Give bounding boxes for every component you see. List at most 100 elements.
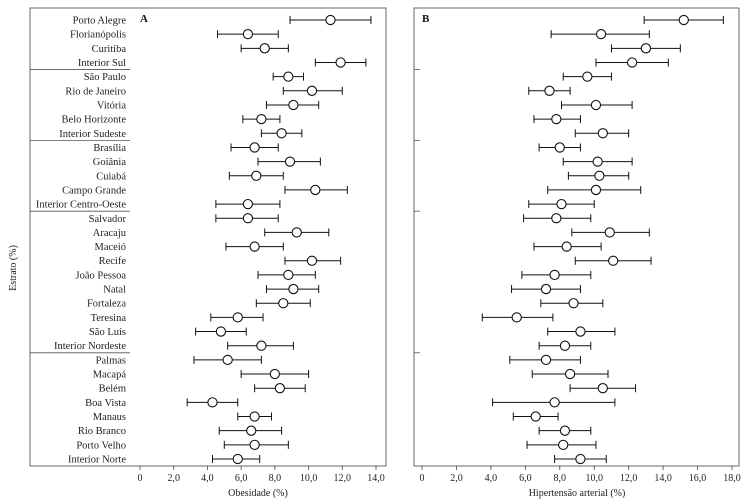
point-estimate [595,29,607,40]
point-estimate [259,43,270,54]
point-estimate [626,57,638,68]
point-estimate [269,368,281,380]
panel-b: B Hipertensão arterial (%) 0 2,0 4,0 6,0 8,0… [413,7,741,499]
point-estimate [540,283,552,295]
point-estimate [511,312,522,323]
point-estimate [251,170,262,181]
stratum-label: Brasília [93,143,126,154]
x-tick-label: 12,0 [334,473,352,484]
x-tick-label: 4,0 [485,473,498,484]
point-estimate [592,156,603,167]
x-tick-label: 16,0 [689,473,707,484]
point-estimate [325,14,336,26]
point-estimate [559,340,571,351]
point-estimate [288,283,299,295]
point-estimate [242,198,254,210]
x-tick-label: 14,0 [367,473,385,484]
point-estimate [288,99,299,111]
panel-b-xlabel: Hipertensão arterial (%) [529,488,626,499]
x-tick-label: 2,0 [167,473,180,484]
point-estimate [597,128,608,139]
stratum-label: Belo Horizonte [62,115,127,126]
point-estimate [678,14,689,26]
point-estimate [590,184,602,196]
stratum-label: Rio Branco [78,426,126,437]
x-tick-label: 12,0 [620,473,638,484]
stratum-label: Aracaju [93,228,127,239]
point-estimate [582,71,593,82]
stratum-label: Interior Centro-Oeste [36,200,126,211]
x-tick-label: 18,0 [723,473,741,484]
x-tick-label: 10,0 [300,473,318,484]
point-estimate [291,227,302,238]
point-estimate [530,411,541,422]
stratum-label: Interior Sul [78,58,126,69]
point-estimate [246,425,257,436]
point-estimate [335,57,346,68]
stratum-label: Boa Vista [85,398,126,409]
stratum-label: Teresina [91,313,127,324]
point-estimate [249,439,260,450]
x-tick-label: 8,0 [554,473,567,484]
stratum-label: Maceió [95,242,127,253]
point-estimate [590,99,602,111]
point-estimate [551,113,562,125]
stratum-label: Vitória [97,100,126,111]
panel-a-frame [29,7,387,467]
panel-a-xlabel: Obesidade (%) [228,488,288,499]
point-estimate [256,113,267,125]
point-estimate [222,354,233,366]
point-estimate [283,71,294,82]
point-estimate [594,170,605,181]
point-estimate [558,439,569,450]
point-estimate [278,298,289,309]
point-estimate [559,425,571,436]
stratum-label: Rio de Janeiro [65,86,126,97]
point-estimate [306,255,318,266]
stratum-label: Natal [103,285,126,296]
stratum-label: Salvador [89,214,127,225]
stratum-label: Florianópolis [70,30,126,41]
point-estimate [232,453,243,465]
stratum-label: São Luís [89,327,126,338]
y-axis-title: Estrato (%) [8,245,19,291]
x-tick-label: 10,0 [585,473,603,484]
point-estimate [274,383,286,394]
stratum-label: Interior Sudeste [59,129,126,140]
point-estimate [207,397,218,408]
point-estimate [604,227,615,238]
point-estimate [554,142,565,153]
x-tick-label: 6,0 [519,473,532,484]
point-estimate [306,85,318,96]
point-estimate [283,269,294,281]
stratum-label: Cuiabá [96,171,126,182]
point-estimate [556,198,567,210]
stratum-label: Goiânia [93,157,127,168]
point-estimate [561,241,572,252]
point-estimate [640,43,652,54]
point-estimate [276,128,287,139]
stratum-label: Porto Velho [76,440,126,451]
stratum-label: Manaus [93,412,126,423]
x-tick-label: 0 [138,473,143,484]
point-estimate [544,85,555,96]
point-estimate [551,213,562,224]
panel-a-letter: A [140,13,148,25]
x-tick-label: 6,0 [235,473,248,484]
stratum-label: Porto Alegre [73,16,127,27]
point-estimate [564,368,576,380]
stratum-label: Recife [99,256,127,267]
point-estimate [549,397,560,408]
point-estimate [249,411,260,422]
x-tick-label: 0 [420,473,425,484]
x-tick-label: 14,0 [654,473,672,484]
point-estimate [284,156,296,167]
stratum-label: São Paulo [84,72,126,83]
x-tick-label: 4,0 [201,473,214,484]
panel-a: A Obesidade (%) Porto Alegre Florianópoli… [29,7,387,499]
x-tick-label: 8,0 [269,473,282,484]
stratum-label: Fortaleza [87,299,126,310]
stratum-label: Palmas [96,355,126,366]
point-estimate [568,298,579,309]
